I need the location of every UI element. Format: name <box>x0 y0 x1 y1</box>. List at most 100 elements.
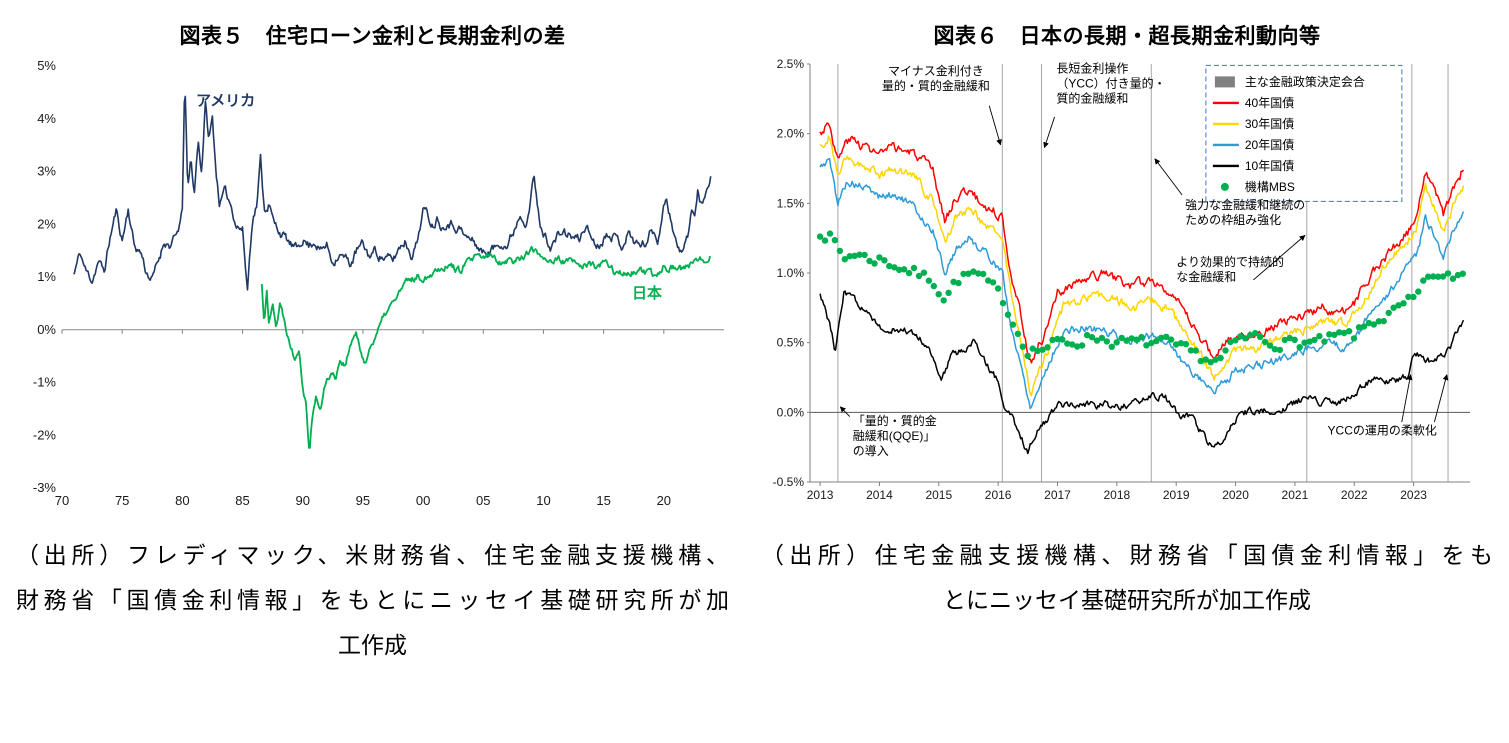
mbs-dots <box>955 279 962 287</box>
mbs-dots <box>950 278 957 285</box>
mbs-dots <box>1158 334 1165 341</box>
figure-6-panel: 図表６ 日本の長期・超長期金利動向等 2.5% 2.0% 1.5% 1.0% 0.5% 0… <box>745 0 1509 743</box>
x-tick-label: 70 <box>54 493 68 508</box>
mbs-dots <box>980 270 987 278</box>
mbs-dots <box>1252 330 1259 337</box>
mbs-dots <box>1074 343 1081 350</box>
annotation-text: ための枠組み強化 <box>1185 213 1281 227</box>
x-tick-label: 85 <box>235 493 249 508</box>
y-tick-label: 1.0% <box>777 266 805 280</box>
legend-label: 10年国債 <box>1245 158 1294 173</box>
y-tick-label: 0% <box>37 322 56 337</box>
mbs-dots <box>945 289 952 296</box>
mbs-dots <box>846 253 853 260</box>
mbs-dots <box>871 260 878 267</box>
mbs-dots <box>1232 337 1239 344</box>
y-tick-label: -0.5% <box>773 475 805 489</box>
source-line: とにニッセイ基礎研究所が加工作成 <box>943 587 1311 613</box>
mbs-dots <box>1410 293 1417 301</box>
mbs-dots <box>1064 340 1071 347</box>
annotation-arrow <box>1433 374 1449 423</box>
mbs-dots <box>985 277 992 284</box>
annotation-arrow <box>1043 116 1055 149</box>
y-tick-label: -1% <box>32 375 56 390</box>
x-tick-label: 2019 <box>1163 488 1190 502</box>
mbs-dots <box>1341 329 1348 337</box>
mbs-dots <box>1316 332 1323 340</box>
y-tick-label: 3% <box>37 164 56 179</box>
mbs-dots <box>1425 273 1432 280</box>
mbs-dots <box>1365 319 1373 327</box>
mbs-dots <box>1133 336 1140 343</box>
mortgage-spread-chart: 5% 4% 3% 2% 1% 0% -1% -2% -3%70 75 80 85 90 95 00 05 10 1… <box>32 58 724 508</box>
x-tick-label: 2018 <box>1104 488 1131 502</box>
mbs-dots <box>1083 331 1091 339</box>
legend-label: 30年国債 <box>1245 116 1294 131</box>
mbs-dots <box>1118 334 1125 342</box>
mbs-dots <box>886 262 893 270</box>
mbs-dots <box>1311 336 1318 344</box>
x-tick-label: 2017 <box>1044 488 1071 502</box>
mbs-dots <box>1044 344 1051 351</box>
annotation-text: 強力な金融緩和継続の <box>1185 197 1305 212</box>
mbs-dots <box>1014 330 1022 337</box>
x-tick-label: 2016 <box>985 488 1012 502</box>
x-tick-label: 2014 <box>866 488 893 502</box>
mbs-dots <box>1148 339 1155 347</box>
mbs-dots <box>1336 329 1343 336</box>
x-tick-label: 2020 <box>1222 488 1249 502</box>
mbs-dots <box>1286 334 1293 342</box>
mbs-dots <box>876 254 883 261</box>
mbs-dots <box>1088 334 1096 341</box>
mbs-dots <box>1182 340 1190 348</box>
figure-6-source: （出所）住宅金融支援機構、財務省「国債金利情報」をも とにニッセイ基礎研究所が加… <box>761 534 1493 624</box>
x-tick-label: 00 <box>415 493 429 508</box>
legend-swatch <box>1220 182 1229 191</box>
legend-swatch <box>1214 76 1235 88</box>
x-tick-label: 80 <box>175 493 189 508</box>
mbs-dots <box>1143 342 1150 349</box>
mbs-dots <box>1360 323 1368 330</box>
x-tick-label: 2023 <box>1400 488 1427 502</box>
mbs-dots <box>1093 337 1101 344</box>
x-tick-label: 95 <box>355 493 369 508</box>
mbs-dots <box>1187 347 1195 354</box>
mbs-dots <box>1276 346 1284 354</box>
mbs-dots <box>821 237 829 244</box>
mbs-dots <box>1326 331 1333 338</box>
legend-label: 主な金融政策決定会合 <box>1245 74 1365 89</box>
mbs-dots <box>1444 270 1452 277</box>
mbs-dots <box>1212 356 1219 363</box>
series-label: 日本 <box>631 284 661 302</box>
mbs-dots <box>1321 338 1328 345</box>
mbs-dots <box>999 299 1007 307</box>
mbs-dots <box>1400 300 1407 307</box>
mbs-dots <box>1385 309 1392 317</box>
legend-box <box>1205 64 1403 202</box>
y-tick-label: 2.5% <box>777 57 805 71</box>
mbs-dots <box>1395 302 1402 309</box>
annotation-text: な金融緩和 <box>1176 269 1236 284</box>
mbs-dots <box>1039 346 1046 353</box>
mbs-dots <box>1256 333 1264 340</box>
mbs-dots <box>1192 347 1199 354</box>
mbs-dots <box>994 285 1002 292</box>
mbs-dots <box>1113 339 1120 346</box>
source-line: 工作成 <box>338 632 407 658</box>
mbs-dots <box>1222 347 1229 354</box>
annotation-text: 量的・質的金融緩和 <box>882 78 990 93</box>
mbs-dots <box>1009 321 1017 328</box>
x-tick-label: 05 <box>476 493 490 508</box>
mbs-dots <box>1138 333 1145 341</box>
y-tick-label: -3% <box>32 480 56 495</box>
mbs-dots <box>1430 273 1437 280</box>
figure-6-title: 図表６ 日本の長期・超長期金利動向等 <box>933 24 1321 48</box>
mbs-dots <box>1103 338 1110 345</box>
source-line: （出所）住宅金融支援機構、財務省「国債金利情報」をも <box>761 543 1493 568</box>
mbs-dots <box>930 282 937 290</box>
mbs-dots <box>1370 321 1377 328</box>
mbs-dots <box>900 266 908 273</box>
mbs-dots <box>1331 331 1338 338</box>
mbs-dots <box>960 270 967 278</box>
mbs-dots <box>925 277 933 284</box>
